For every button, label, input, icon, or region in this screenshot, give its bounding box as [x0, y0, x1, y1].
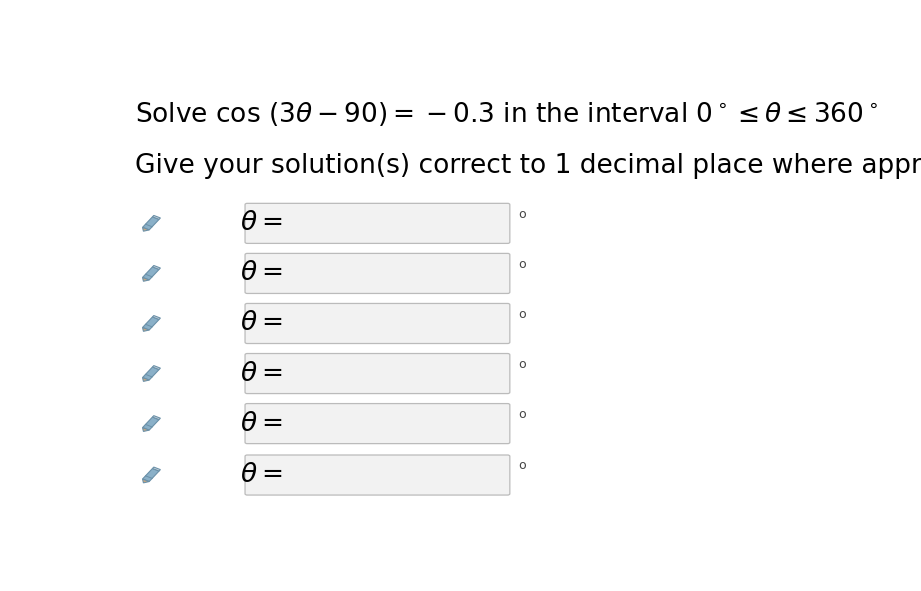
- FancyBboxPatch shape: [245, 404, 510, 444]
- Text: $\theta =$: $\theta =$: [240, 361, 283, 387]
- Polygon shape: [153, 366, 160, 369]
- Text: o: o: [519, 308, 526, 321]
- FancyBboxPatch shape: [245, 353, 510, 394]
- Text: o: o: [519, 258, 526, 271]
- Polygon shape: [143, 228, 149, 231]
- Polygon shape: [143, 479, 149, 483]
- FancyBboxPatch shape: [245, 303, 510, 343]
- Polygon shape: [143, 378, 149, 381]
- Polygon shape: [143, 327, 149, 332]
- Text: $\theta =$: $\theta =$: [240, 310, 283, 336]
- Polygon shape: [143, 267, 159, 280]
- Text: $\theta =$: $\theta =$: [240, 261, 283, 287]
- Text: $\theta =$: $\theta =$: [240, 462, 283, 488]
- Polygon shape: [153, 467, 160, 471]
- Polygon shape: [143, 217, 159, 230]
- Polygon shape: [143, 277, 149, 281]
- Text: o: o: [519, 358, 526, 371]
- Polygon shape: [143, 417, 159, 430]
- Polygon shape: [143, 317, 159, 330]
- Text: $\theta =$: $\theta =$: [240, 210, 283, 236]
- Polygon shape: [153, 265, 160, 269]
- Text: Solve cos $(3\theta - 90) = -0.3$ in the interval $0^\circ \leq \theta \leq 360^: Solve cos $(3\theta - 90) = -0.3$ in the…: [135, 100, 879, 128]
- Text: Give your solution(s) correct to 1 decimal place where appropriate.: Give your solution(s) correct to 1 decim…: [135, 153, 921, 179]
- FancyBboxPatch shape: [245, 455, 510, 495]
- Polygon shape: [143, 469, 159, 482]
- Polygon shape: [153, 216, 160, 219]
- Text: o: o: [519, 459, 526, 472]
- FancyBboxPatch shape: [245, 203, 510, 243]
- FancyBboxPatch shape: [245, 254, 510, 294]
- Text: o: o: [519, 207, 526, 220]
- Polygon shape: [143, 367, 159, 380]
- Text: $\theta =$: $\theta =$: [240, 411, 283, 437]
- Polygon shape: [153, 415, 160, 420]
- Polygon shape: [143, 428, 149, 431]
- Text: o: o: [519, 408, 526, 421]
- Polygon shape: [153, 316, 160, 320]
